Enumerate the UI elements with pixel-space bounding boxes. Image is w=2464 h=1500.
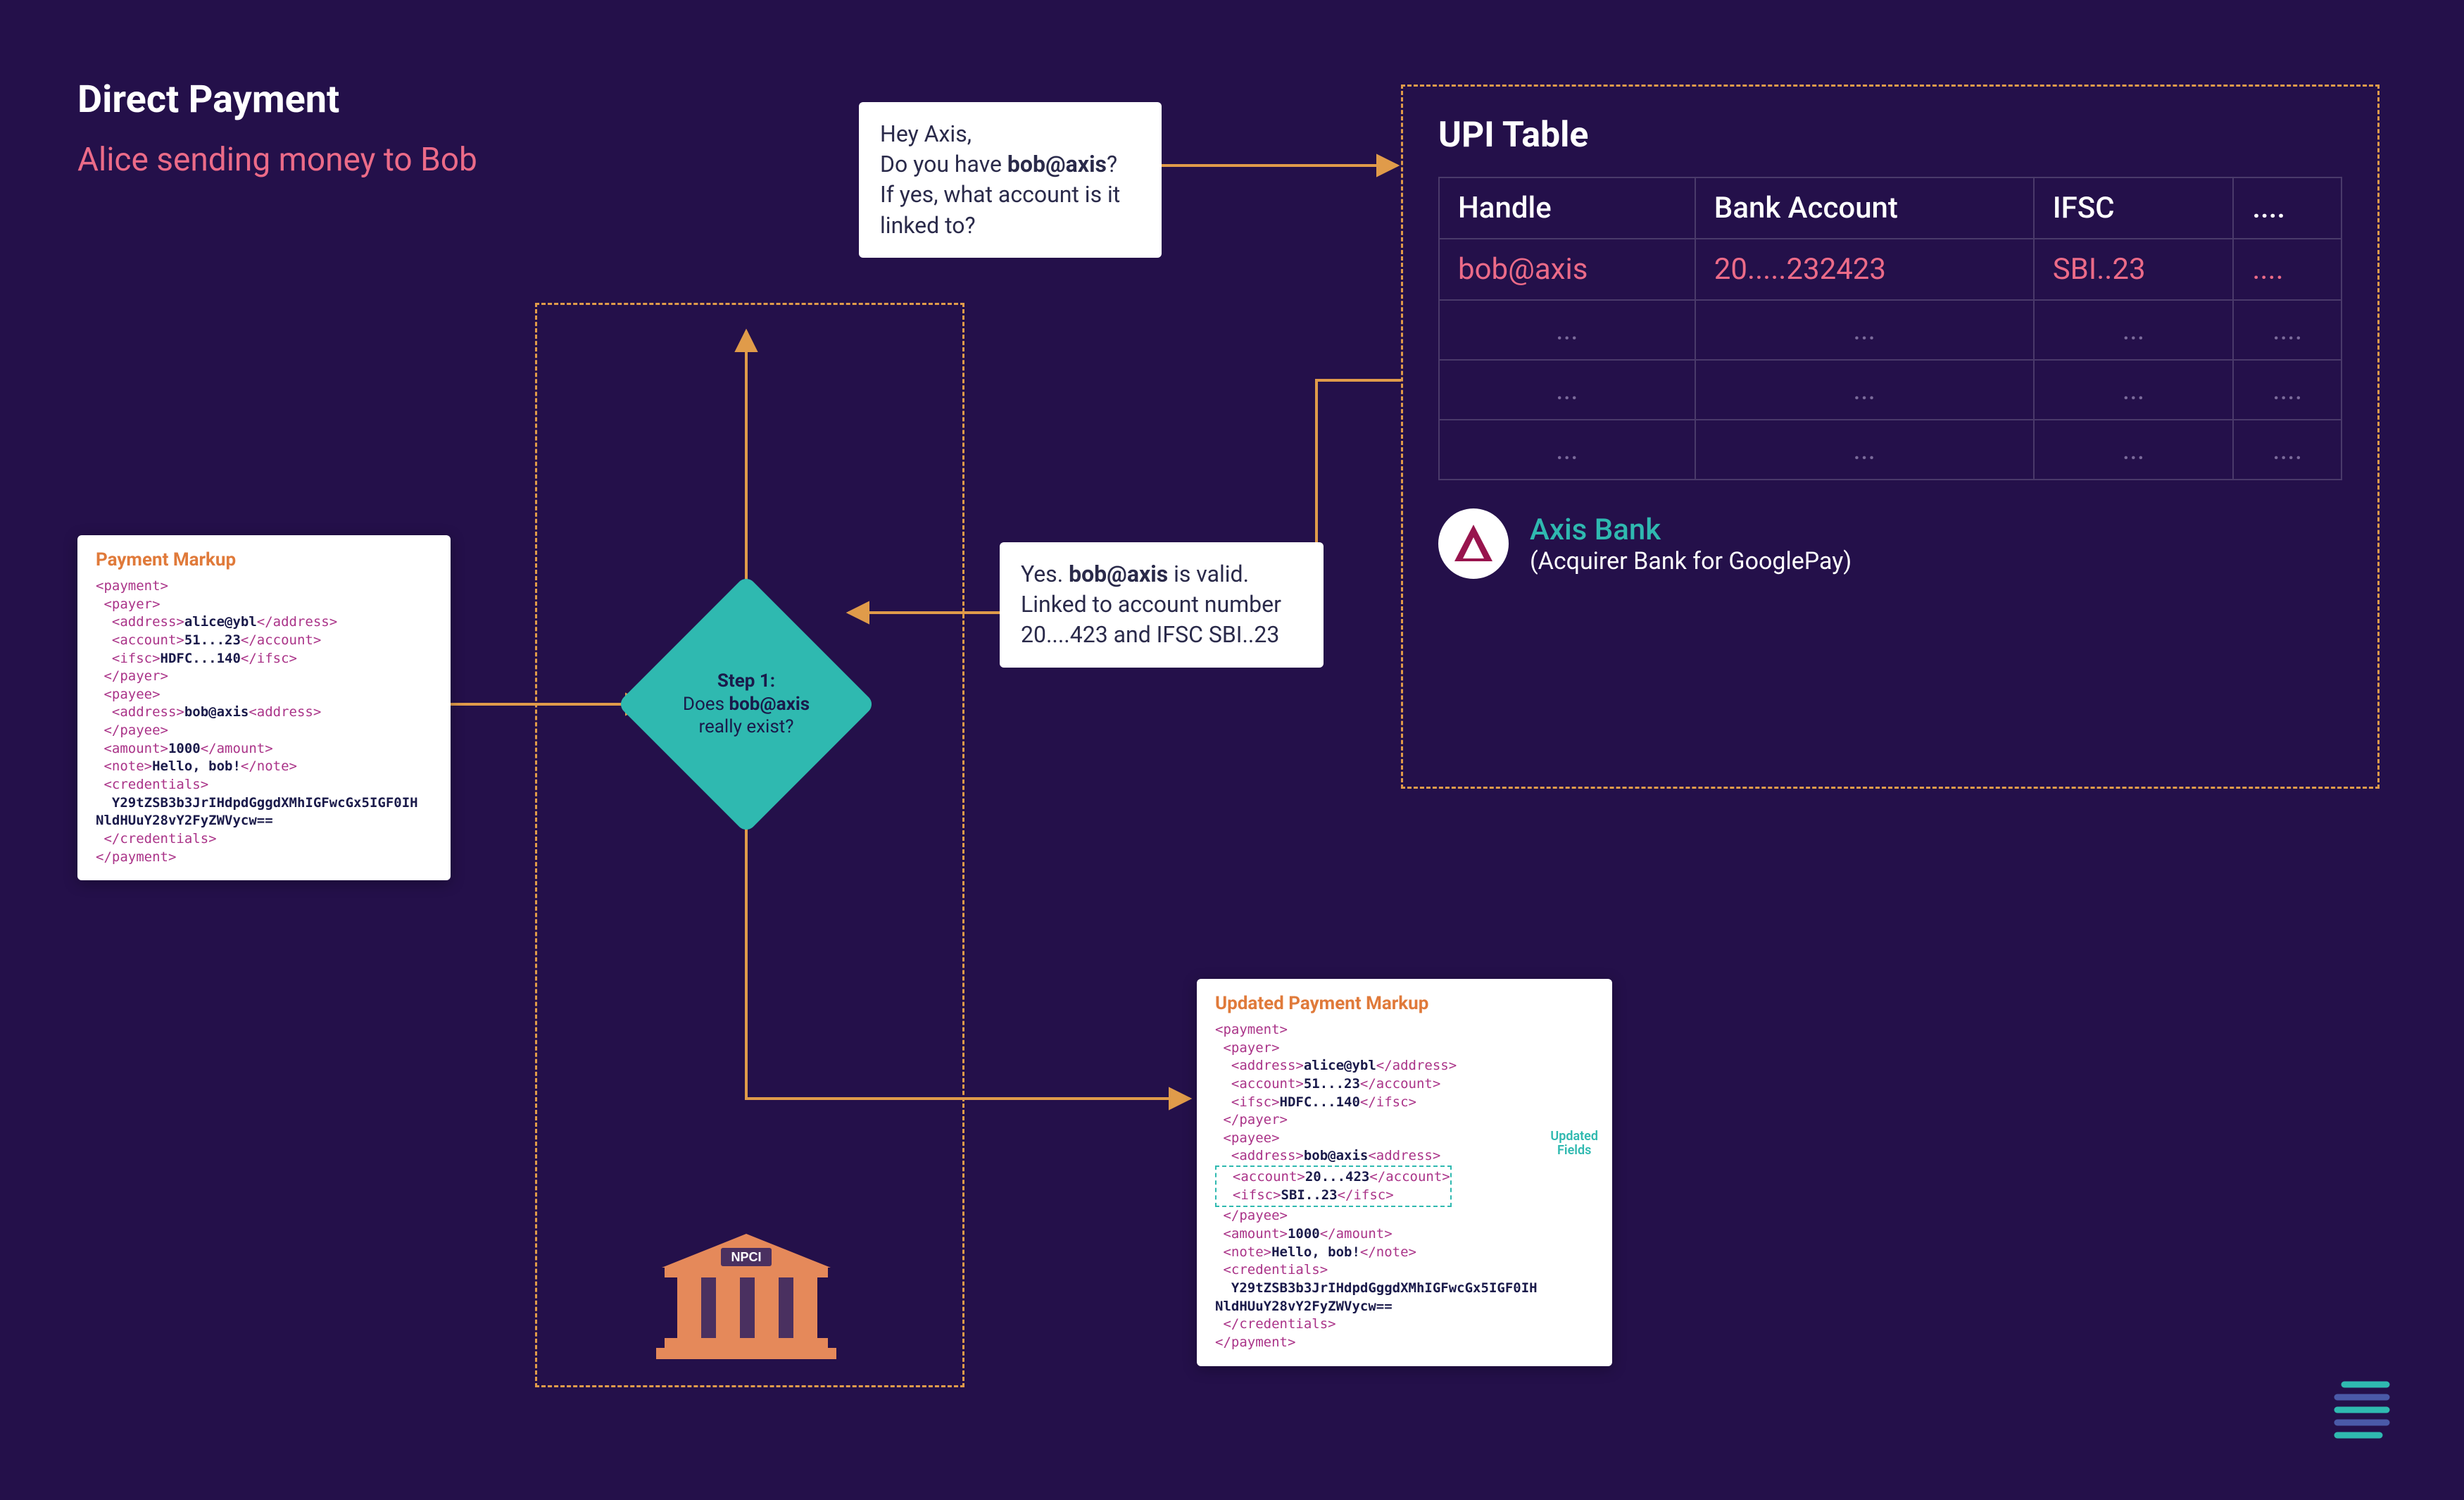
table-header: Bank Account bbox=[1695, 177, 2034, 239]
table-cell: .... bbox=[2233, 420, 2342, 480]
table-header: .... bbox=[2233, 177, 2342, 239]
table-cell: bob@axis bbox=[1439, 239, 1695, 300]
setu-logo-icon bbox=[2323, 1370, 2401, 1451]
table-cell: ... bbox=[1439, 300, 1695, 360]
card-title: Updated Payment Markup bbox=[1215, 993, 1594, 1014]
page-title: Direct Payment bbox=[77, 77, 339, 122]
table-cell: .... bbox=[2233, 300, 2342, 360]
table-cell: ... bbox=[1695, 360, 2034, 420]
payment-markup-card: Payment Markup <payment> <payer> <addres… bbox=[77, 535, 451, 880]
npci-building-icon: NPCI bbox=[634, 1225, 859, 1369]
axis-bank-container: UPI Table HandleBank AccountIFSC.... bob… bbox=[1401, 85, 2380, 789]
table-cell: .... bbox=[2233, 239, 2342, 300]
bank-subtitle: (Acquirer Bank for GooglePay) bbox=[1530, 547, 1852, 575]
step-label: Step 1: bbox=[717, 670, 775, 692]
table-cell: ... bbox=[2034, 300, 2234, 360]
upi-table-title: UPI Table bbox=[1438, 115, 2342, 156]
bank-name: Axis Bank bbox=[1530, 513, 1852, 547]
axis-bank-logo-icon bbox=[1438, 508, 1509, 579]
table-cell: .... bbox=[2233, 360, 2342, 420]
table-cell: ... bbox=[2034, 420, 2234, 480]
table-header: IFSC bbox=[2034, 177, 2234, 239]
page-subtitle: Alice sending money to Bob bbox=[77, 141, 477, 179]
table-cell: ... bbox=[1695, 300, 2034, 360]
table-cell: ... bbox=[1439, 360, 1695, 420]
updated-payment-markup-card: Updated Payment Markup <payment> <payer>… bbox=[1197, 979, 1612, 1366]
table-cell: ... bbox=[1439, 420, 1695, 480]
npci-container bbox=[535, 303, 964, 1387]
speech-answer: Yes. bob@axis is valid. Linked to accoun… bbox=[1000, 542, 1324, 668]
table-cell: SBI..23 bbox=[2034, 239, 2234, 300]
decision-diamond: Step 1: Does bob@axis really exist? bbox=[655, 613, 838, 796]
upi-table: HandleBank AccountIFSC.... bob@axis20...… bbox=[1438, 177, 2342, 480]
svg-text:NPCI: NPCI bbox=[731, 1250, 761, 1264]
speech-question: Hey Axis, Do you have bob@axis? If yes, … bbox=[859, 102, 1162, 258]
card-title: Payment Markup bbox=[96, 549, 432, 570]
updated-fields-label: Updated Fields bbox=[1550, 1130, 1598, 1158]
table-cell: ... bbox=[1695, 420, 2034, 480]
table-cell: 20.....232423 bbox=[1695, 239, 2034, 300]
table-cell: ... bbox=[2034, 360, 2234, 420]
table-header: Handle bbox=[1439, 177, 1695, 239]
